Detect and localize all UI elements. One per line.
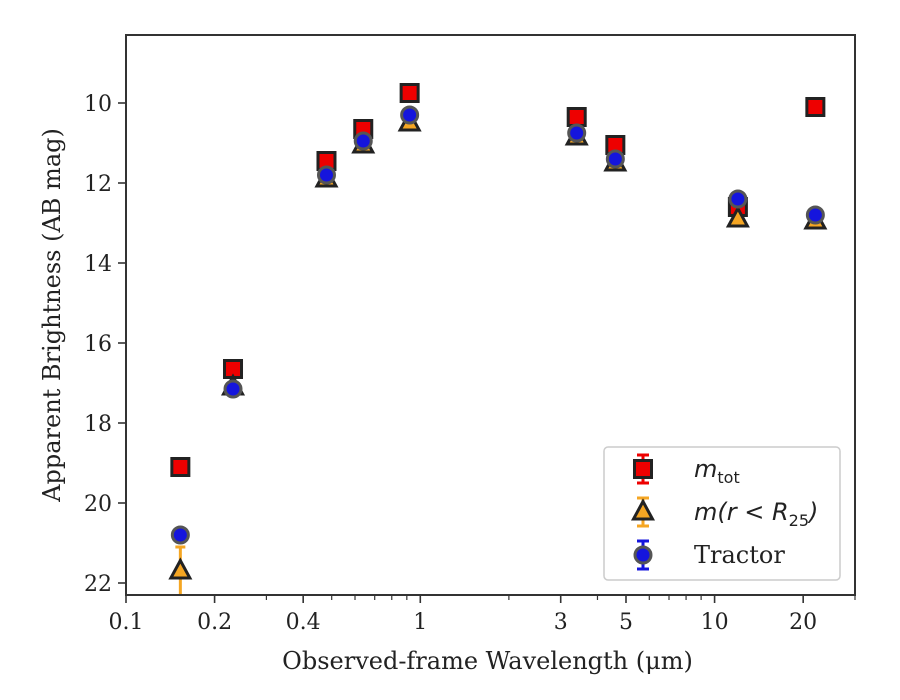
legend-marker-square <box>633 459 653 479</box>
y-tick-label: 20 <box>84 492 112 517</box>
y-tick-label: 12 <box>84 172 112 197</box>
x-tick-label: 3 <box>554 610 568 635</box>
legend-label: m(r < R25) <box>694 498 818 530</box>
data-point-square <box>805 97 826 117</box>
data-point-circle <box>400 105 420 125</box>
x-tick-label: 10 <box>701 610 729 635</box>
data-point-circle <box>567 123 587 143</box>
data-point-square <box>170 457 191 477</box>
legend-entry: mtot <box>633 453 740 487</box>
y-tick-label: 18 <box>84 412 112 437</box>
series-square <box>170 83 826 477</box>
legend-entry: Tractor <box>633 539 785 571</box>
legend-marker-triangle <box>630 498 656 521</box>
data-point-circle <box>605 149 625 169</box>
legend-label: mtot <box>694 455 740 487</box>
y-tick-label: 22 <box>84 572 112 597</box>
data-point-square <box>399 83 420 103</box>
x-tick-label: 0.4 <box>286 610 321 635</box>
series-circle <box>170 105 825 545</box>
y-axis-label: Apparent Brightness (AB mag) <box>38 128 66 503</box>
legend-box <box>603 446 841 581</box>
data-markers <box>168 83 828 595</box>
y-tick-label: 16 <box>84 332 112 357</box>
data-point-circle <box>223 379 243 399</box>
legend-label: Tractor <box>694 541 785 569</box>
data-point-circle <box>353 131 373 151</box>
x-tick-label: 1 <box>413 610 427 635</box>
x-tick-label: 0.2 <box>197 610 232 635</box>
data-point-triangle <box>725 205 750 228</box>
data-point-triangle <box>168 557 193 580</box>
data-point-circle <box>170 525 190 545</box>
plot-frame <box>125 34 856 596</box>
data-point-circle <box>316 165 336 185</box>
data-point-circle <box>805 205 825 225</box>
x-axis-label: Observed-frame Wavelength (μm) <box>282 647 693 675</box>
x-tick-label: 20 <box>789 610 817 635</box>
y-tick-label: 10 <box>84 92 112 117</box>
legend-marker-circle <box>633 545 653 565</box>
data-point-square <box>566 107 587 127</box>
data-point-circle <box>728 189 748 209</box>
x-tick-label: 0.1 <box>109 610 144 635</box>
x-tick-label: 5 <box>619 610 633 635</box>
y-tick-label: 14 <box>84 252 112 277</box>
legend: mtot m(r < R25) Tractor <box>603 446 841 581</box>
legend-entry: m(r < R25) <box>630 496 818 530</box>
axes: 0.1 0.2 0.4 1 3 5 10 20 10 12 14 16 18 20 22 Observed-f… <box>38 34 856 675</box>
